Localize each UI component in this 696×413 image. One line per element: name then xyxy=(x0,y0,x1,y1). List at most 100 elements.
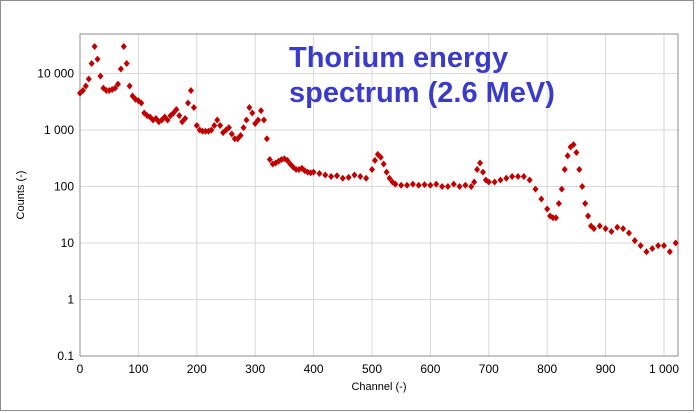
data-point xyxy=(444,182,451,190)
x-tick-label: 300 xyxy=(245,362,265,376)
y-axis-title: Counts (-) xyxy=(15,171,27,220)
data-point xyxy=(187,87,194,95)
data-point xyxy=(173,106,180,114)
x-tick-label: 900 xyxy=(596,362,616,376)
data-point xyxy=(138,99,145,107)
data-point xyxy=(514,173,521,181)
data-point xyxy=(485,178,492,186)
data-point xyxy=(88,60,95,68)
data-point xyxy=(433,180,440,188)
data-point xyxy=(555,200,562,208)
data-point xyxy=(439,182,446,190)
chart-title-line-1: Thorium energy xyxy=(289,42,508,74)
data-point xyxy=(284,156,291,164)
data-point xyxy=(371,156,378,164)
data-point xyxy=(479,168,486,176)
data-point xyxy=(386,174,393,182)
data-point xyxy=(363,174,370,182)
data-point xyxy=(561,165,568,173)
data-point xyxy=(266,156,273,164)
data-point xyxy=(383,168,390,176)
data-point xyxy=(94,55,101,63)
x-tick-label: 400 xyxy=(304,362,324,376)
data-point xyxy=(582,200,589,208)
x-tick-label: 0 xyxy=(77,362,84,376)
data-point xyxy=(564,152,571,160)
data-point xyxy=(421,181,428,189)
data-point xyxy=(380,160,387,168)
data-point xyxy=(570,141,577,149)
data-point xyxy=(176,112,183,120)
data-point xyxy=(579,182,586,190)
x-tick-label: 600 xyxy=(420,362,440,376)
data-point xyxy=(182,114,189,122)
y-tick-label: 100 xyxy=(54,179,74,193)
data-point xyxy=(573,148,580,156)
data-point xyxy=(97,72,104,80)
data-point xyxy=(544,205,551,213)
y-tick-label: 10 000 xyxy=(37,66,74,80)
data-point xyxy=(214,116,221,124)
data-point xyxy=(310,168,317,176)
data-point xyxy=(477,159,484,167)
data-point xyxy=(660,242,667,250)
data-point xyxy=(649,244,656,252)
data-point xyxy=(316,169,323,177)
data-point xyxy=(185,99,192,107)
data-point xyxy=(217,122,224,130)
data-point xyxy=(82,82,89,90)
data-point xyxy=(246,104,253,112)
x-tick-label: 500 xyxy=(362,362,382,376)
data-point xyxy=(91,43,98,51)
data-point xyxy=(333,172,340,180)
data-point xyxy=(491,178,498,186)
data-point xyxy=(625,229,632,237)
data-point xyxy=(243,116,250,124)
data-point xyxy=(404,181,411,189)
data-point xyxy=(532,185,539,193)
tick-labels: 0 100 200 300 400 500 600 700 800 900 1 000 0.1 1 10 1… xyxy=(37,66,679,376)
data-point xyxy=(117,65,124,73)
data-point xyxy=(123,60,130,68)
data-point xyxy=(208,126,215,134)
data-point xyxy=(351,171,358,179)
data-point xyxy=(368,165,375,173)
data-point xyxy=(85,75,92,83)
data-point xyxy=(392,180,399,188)
data-point xyxy=(190,104,197,112)
data-point xyxy=(468,182,475,190)
data-point xyxy=(450,180,457,188)
data-point xyxy=(596,222,603,230)
data-point xyxy=(608,227,615,235)
data-point xyxy=(526,176,533,184)
data-point xyxy=(377,153,384,161)
data-point xyxy=(409,180,416,188)
data-point xyxy=(655,242,662,250)
data-point xyxy=(260,116,267,124)
data-point xyxy=(497,176,504,184)
data-point xyxy=(339,174,346,182)
data-point xyxy=(614,223,621,231)
y-tick-label: 0.1 xyxy=(57,349,74,363)
data-point xyxy=(263,135,270,143)
data-point xyxy=(249,109,256,117)
data-point xyxy=(112,84,119,92)
data-point xyxy=(193,122,200,130)
data-point xyxy=(558,185,565,193)
data-point xyxy=(620,225,627,233)
data-point xyxy=(120,43,127,51)
data-point xyxy=(672,239,679,247)
data-point xyxy=(237,131,244,139)
data-point xyxy=(590,225,597,233)
data-point xyxy=(258,107,265,115)
data-point xyxy=(509,173,516,181)
data-point xyxy=(322,171,329,179)
data-point xyxy=(552,214,559,222)
data-point xyxy=(328,173,335,181)
data-point xyxy=(427,181,434,189)
data-point xyxy=(114,80,121,88)
x-tick-label: 700 xyxy=(479,362,499,376)
data-point xyxy=(503,174,510,182)
